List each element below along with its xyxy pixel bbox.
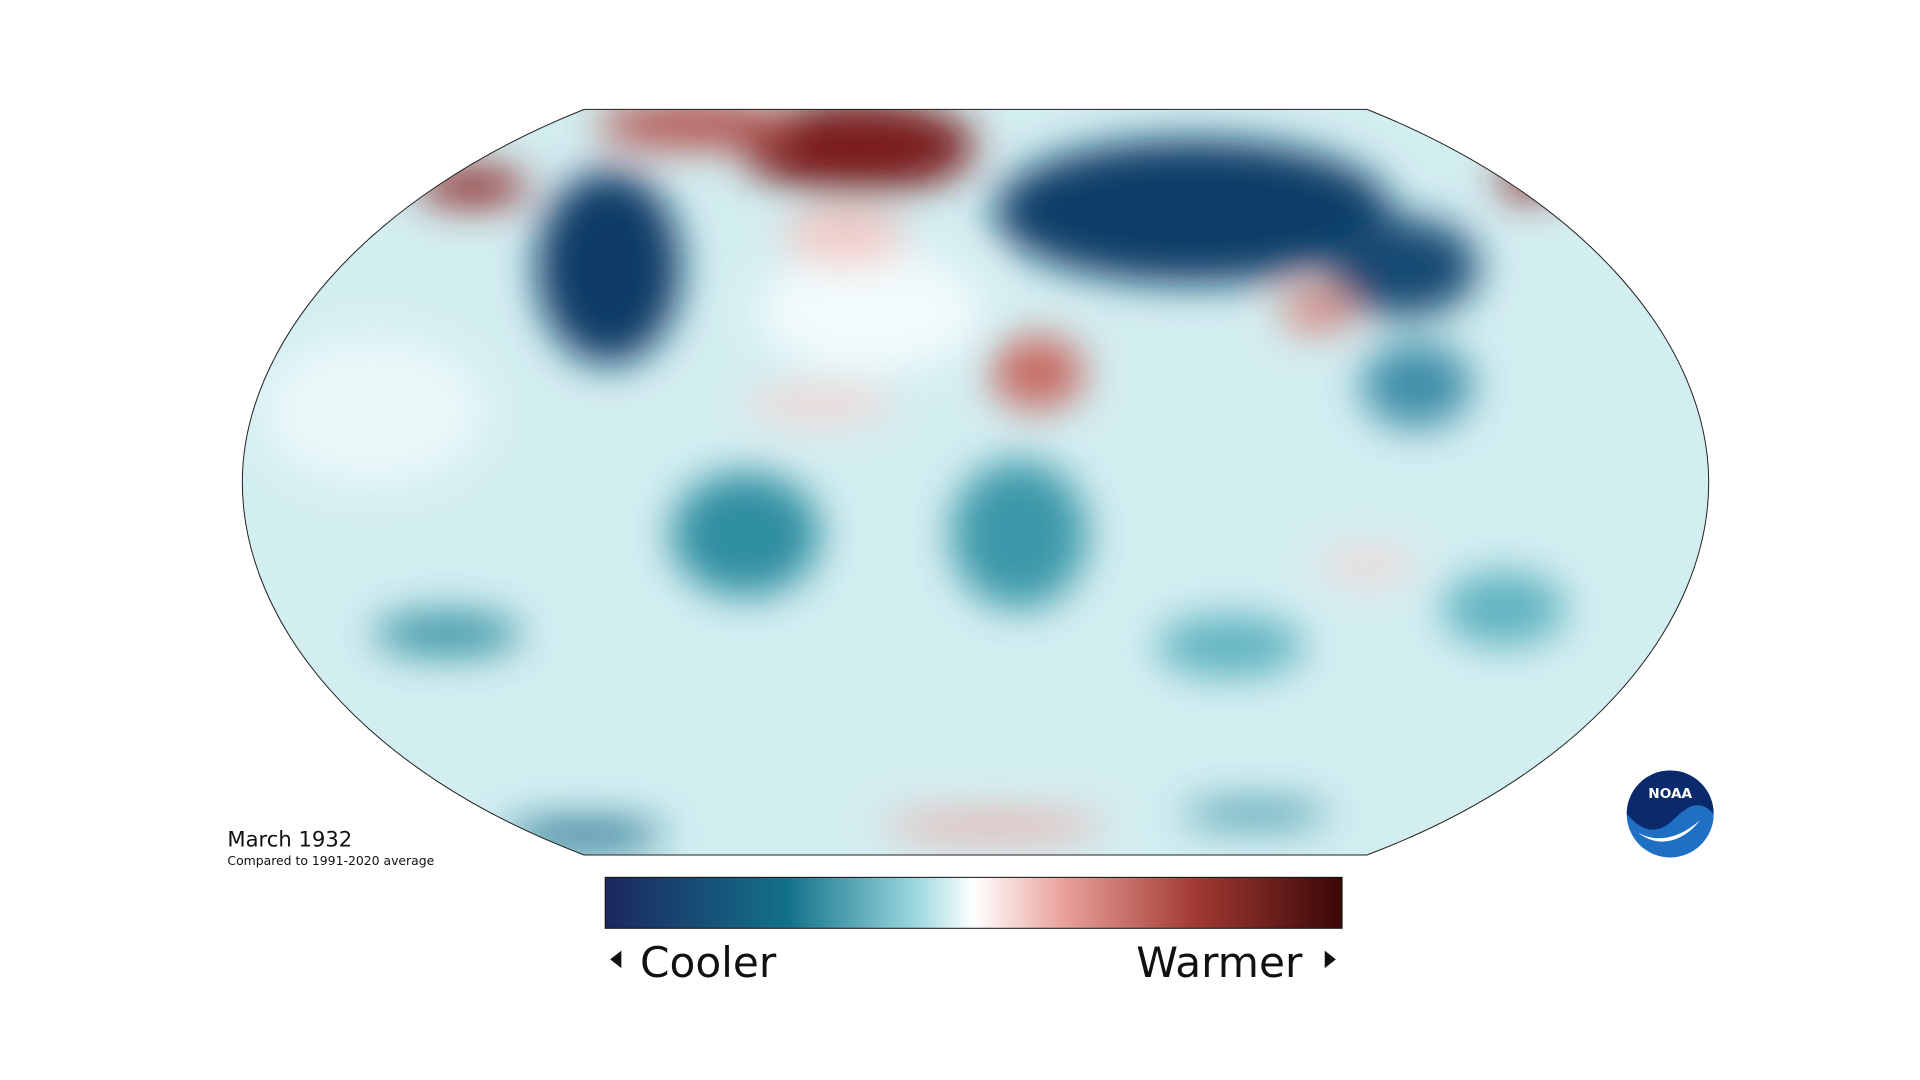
- scaled-layout: March 1932 Compared to 1991-2020 average…: [227, 108, 1714, 987]
- cooler-label: Cooler: [640, 938, 777, 987]
- warmer-label: Warmer: [1136, 938, 1303, 987]
- color-scale: [604, 876, 1343, 929]
- anomaly-map: [242, 109, 1709, 855]
- cooler-arrow: [610, 950, 622, 969]
- map-title: March 1932: [227, 826, 352, 851]
- noaa-logo: NOAA: [1626, 770, 1714, 858]
- warmer-arrow: [1324, 950, 1336, 969]
- map-border: [241, 108, 1710, 856]
- map-subtitle: Compared to 1991-2020 average: [227, 853, 434, 868]
- logo-text: NOAA: [1648, 786, 1692, 802]
